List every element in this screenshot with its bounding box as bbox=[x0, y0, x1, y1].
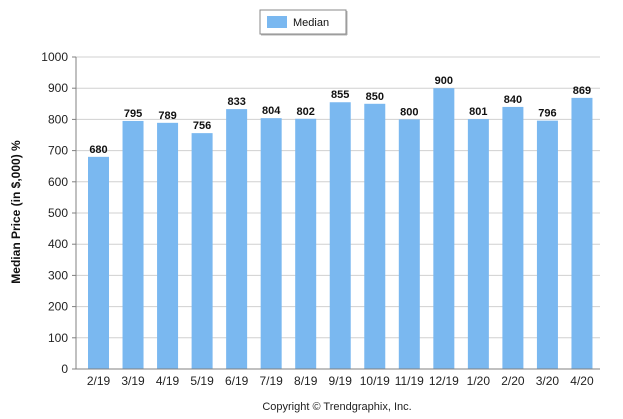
x-tick-label: 12/19 bbox=[429, 374, 459, 388]
legend: Median bbox=[259, 9, 348, 36]
data-label: 756 bbox=[193, 120, 211, 132]
bar bbox=[260, 118, 282, 369]
data-label: 680 bbox=[89, 144, 107, 156]
data-label: 850 bbox=[366, 91, 384, 103]
data-label: 804 bbox=[262, 105, 281, 117]
y-tick-label: 700 bbox=[48, 144, 68, 158]
bars bbox=[88, 88, 593, 370]
x-tick-label: 8/19 bbox=[294, 374, 318, 388]
y-tick-label: 400 bbox=[48, 237, 68, 251]
x-axis: 2/19 3/19 4/19 5/19 6/19 7/19 8/19 9/19 10/19 11/… bbox=[76, 368, 600, 388]
data-label: 801 bbox=[469, 106, 487, 118]
y-tick-label: 600 bbox=[48, 175, 68, 189]
y-tick-label: 300 bbox=[48, 268, 68, 282]
data-label: 840 bbox=[504, 94, 522, 106]
legend-label: Median bbox=[293, 17, 329, 29]
x-tick-label: 10/19 bbox=[360, 374, 390, 388]
data-label: 796 bbox=[538, 108, 556, 120]
data-label: 800 bbox=[400, 106, 418, 118]
y-axis: 0 100 200 300 400 500 600 700 800 900 1000 bbox=[41, 50, 77, 376]
data-label: 900 bbox=[435, 75, 453, 87]
bar bbox=[157, 122, 179, 369]
data-label: 789 bbox=[158, 110, 176, 122]
bar bbox=[122, 120, 144, 370]
data-label: 855 bbox=[331, 89, 349, 101]
y-tick-label: 900 bbox=[48, 81, 68, 95]
x-tick-label: 11/19 bbox=[395, 374, 424, 388]
bar bbox=[88, 156, 109, 369]
y-tick-label: 100 bbox=[48, 331, 68, 345]
x-tick-label: 3/20 bbox=[536, 374, 560, 388]
x-tick-label: 9/19 bbox=[329, 374, 353, 388]
x-tick-label: 4/19 bbox=[156, 374, 180, 388]
x-tick-label: 6/19 bbox=[225, 374, 249, 388]
x-tick-label: 1/20 bbox=[467, 374, 491, 388]
copyright-text: Copyright © Trendgraphix, Inc. bbox=[262, 401, 411, 413]
bar bbox=[536, 120, 558, 369]
data-labels: 680 795 789 756 833 804 802 855 850 800 900 801 840 7… bbox=[89, 75, 591, 156]
bar bbox=[502, 106, 524, 370]
data-label: 833 bbox=[227, 96, 245, 108]
data-label: 869 bbox=[573, 85, 591, 97]
bar bbox=[295, 118, 317, 369]
y-tick-label: 1000 bbox=[41, 50, 68, 64]
bar bbox=[571, 97, 593, 369]
y-tick-label: 0 bbox=[61, 362, 68, 376]
x-tick-label: 2/20 bbox=[501, 374, 525, 388]
y-tick-label: 200 bbox=[48, 300, 68, 314]
y-tick-label: 800 bbox=[48, 112, 68, 126]
x-tick-label: 3/19 bbox=[121, 374, 145, 388]
bar bbox=[364, 103, 386, 370]
x-tick-label: 4/20 bbox=[570, 374, 594, 388]
y-axis-title: Median Price (in $,000) % bbox=[9, 140, 23, 284]
bar bbox=[329, 102, 351, 370]
bar bbox=[226, 109, 248, 369]
data-label: 795 bbox=[124, 108, 142, 120]
x-tick-label: 5/19 bbox=[190, 374, 214, 388]
data-label: 802 bbox=[297, 106, 315, 118]
bar bbox=[467, 119, 489, 369]
bar bbox=[433, 88, 455, 369]
y-tick-label: 500 bbox=[48, 206, 68, 220]
bar bbox=[398, 119, 420, 370]
x-tick-label: 7/19 bbox=[259, 374, 283, 388]
bar bbox=[191, 133, 213, 369]
legend-swatch bbox=[267, 16, 287, 28]
x-tick-label: 2/19 bbox=[87, 374, 111, 388]
